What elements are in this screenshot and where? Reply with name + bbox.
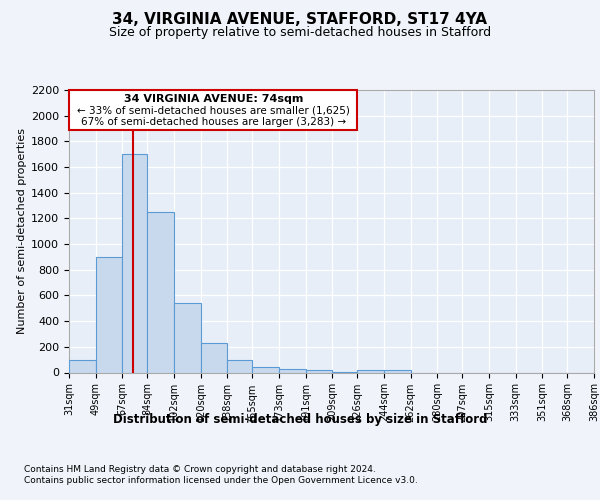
Bar <box>227 360 253 372</box>
Bar <box>200 343 227 372</box>
Y-axis label: Number of semi-detached properties: Number of semi-detached properties <box>17 128 27 334</box>
Bar <box>69 90 358 130</box>
Bar <box>174 303 200 372</box>
Bar <box>305 370 332 372</box>
Bar <box>384 370 410 372</box>
Text: 34 VIRGINIA AVENUE: 74sqm: 34 VIRGINIA AVENUE: 74sqm <box>124 94 303 104</box>
Text: Contains HM Land Registry data © Crown copyright and database right 2024.: Contains HM Land Registry data © Crown c… <box>24 465 376 474</box>
Text: 34, VIRGINIA AVENUE, STAFFORD, ST17 4YA: 34, VIRGINIA AVENUE, STAFFORD, ST17 4YA <box>113 12 487 28</box>
Text: 67% of semi-detached houses are larger (3,283) →: 67% of semi-detached houses are larger (… <box>80 116 346 126</box>
Bar <box>253 368 279 372</box>
Bar <box>279 370 305 372</box>
Bar <box>122 154 148 372</box>
Bar <box>69 360 95 372</box>
Bar <box>358 370 384 372</box>
Text: Size of property relative to semi-detached houses in Stafford: Size of property relative to semi-detach… <box>109 26 491 39</box>
Text: ← 33% of semi-detached houses are smaller (1,625): ← 33% of semi-detached houses are smalle… <box>77 105 350 115</box>
Text: Distribution of semi-detached houses by size in Stafford: Distribution of semi-detached houses by … <box>113 412 487 426</box>
Bar <box>95 257 122 372</box>
Text: Contains public sector information licensed under the Open Government Licence v3: Contains public sector information licen… <box>24 476 418 485</box>
Bar <box>148 212 174 372</box>
